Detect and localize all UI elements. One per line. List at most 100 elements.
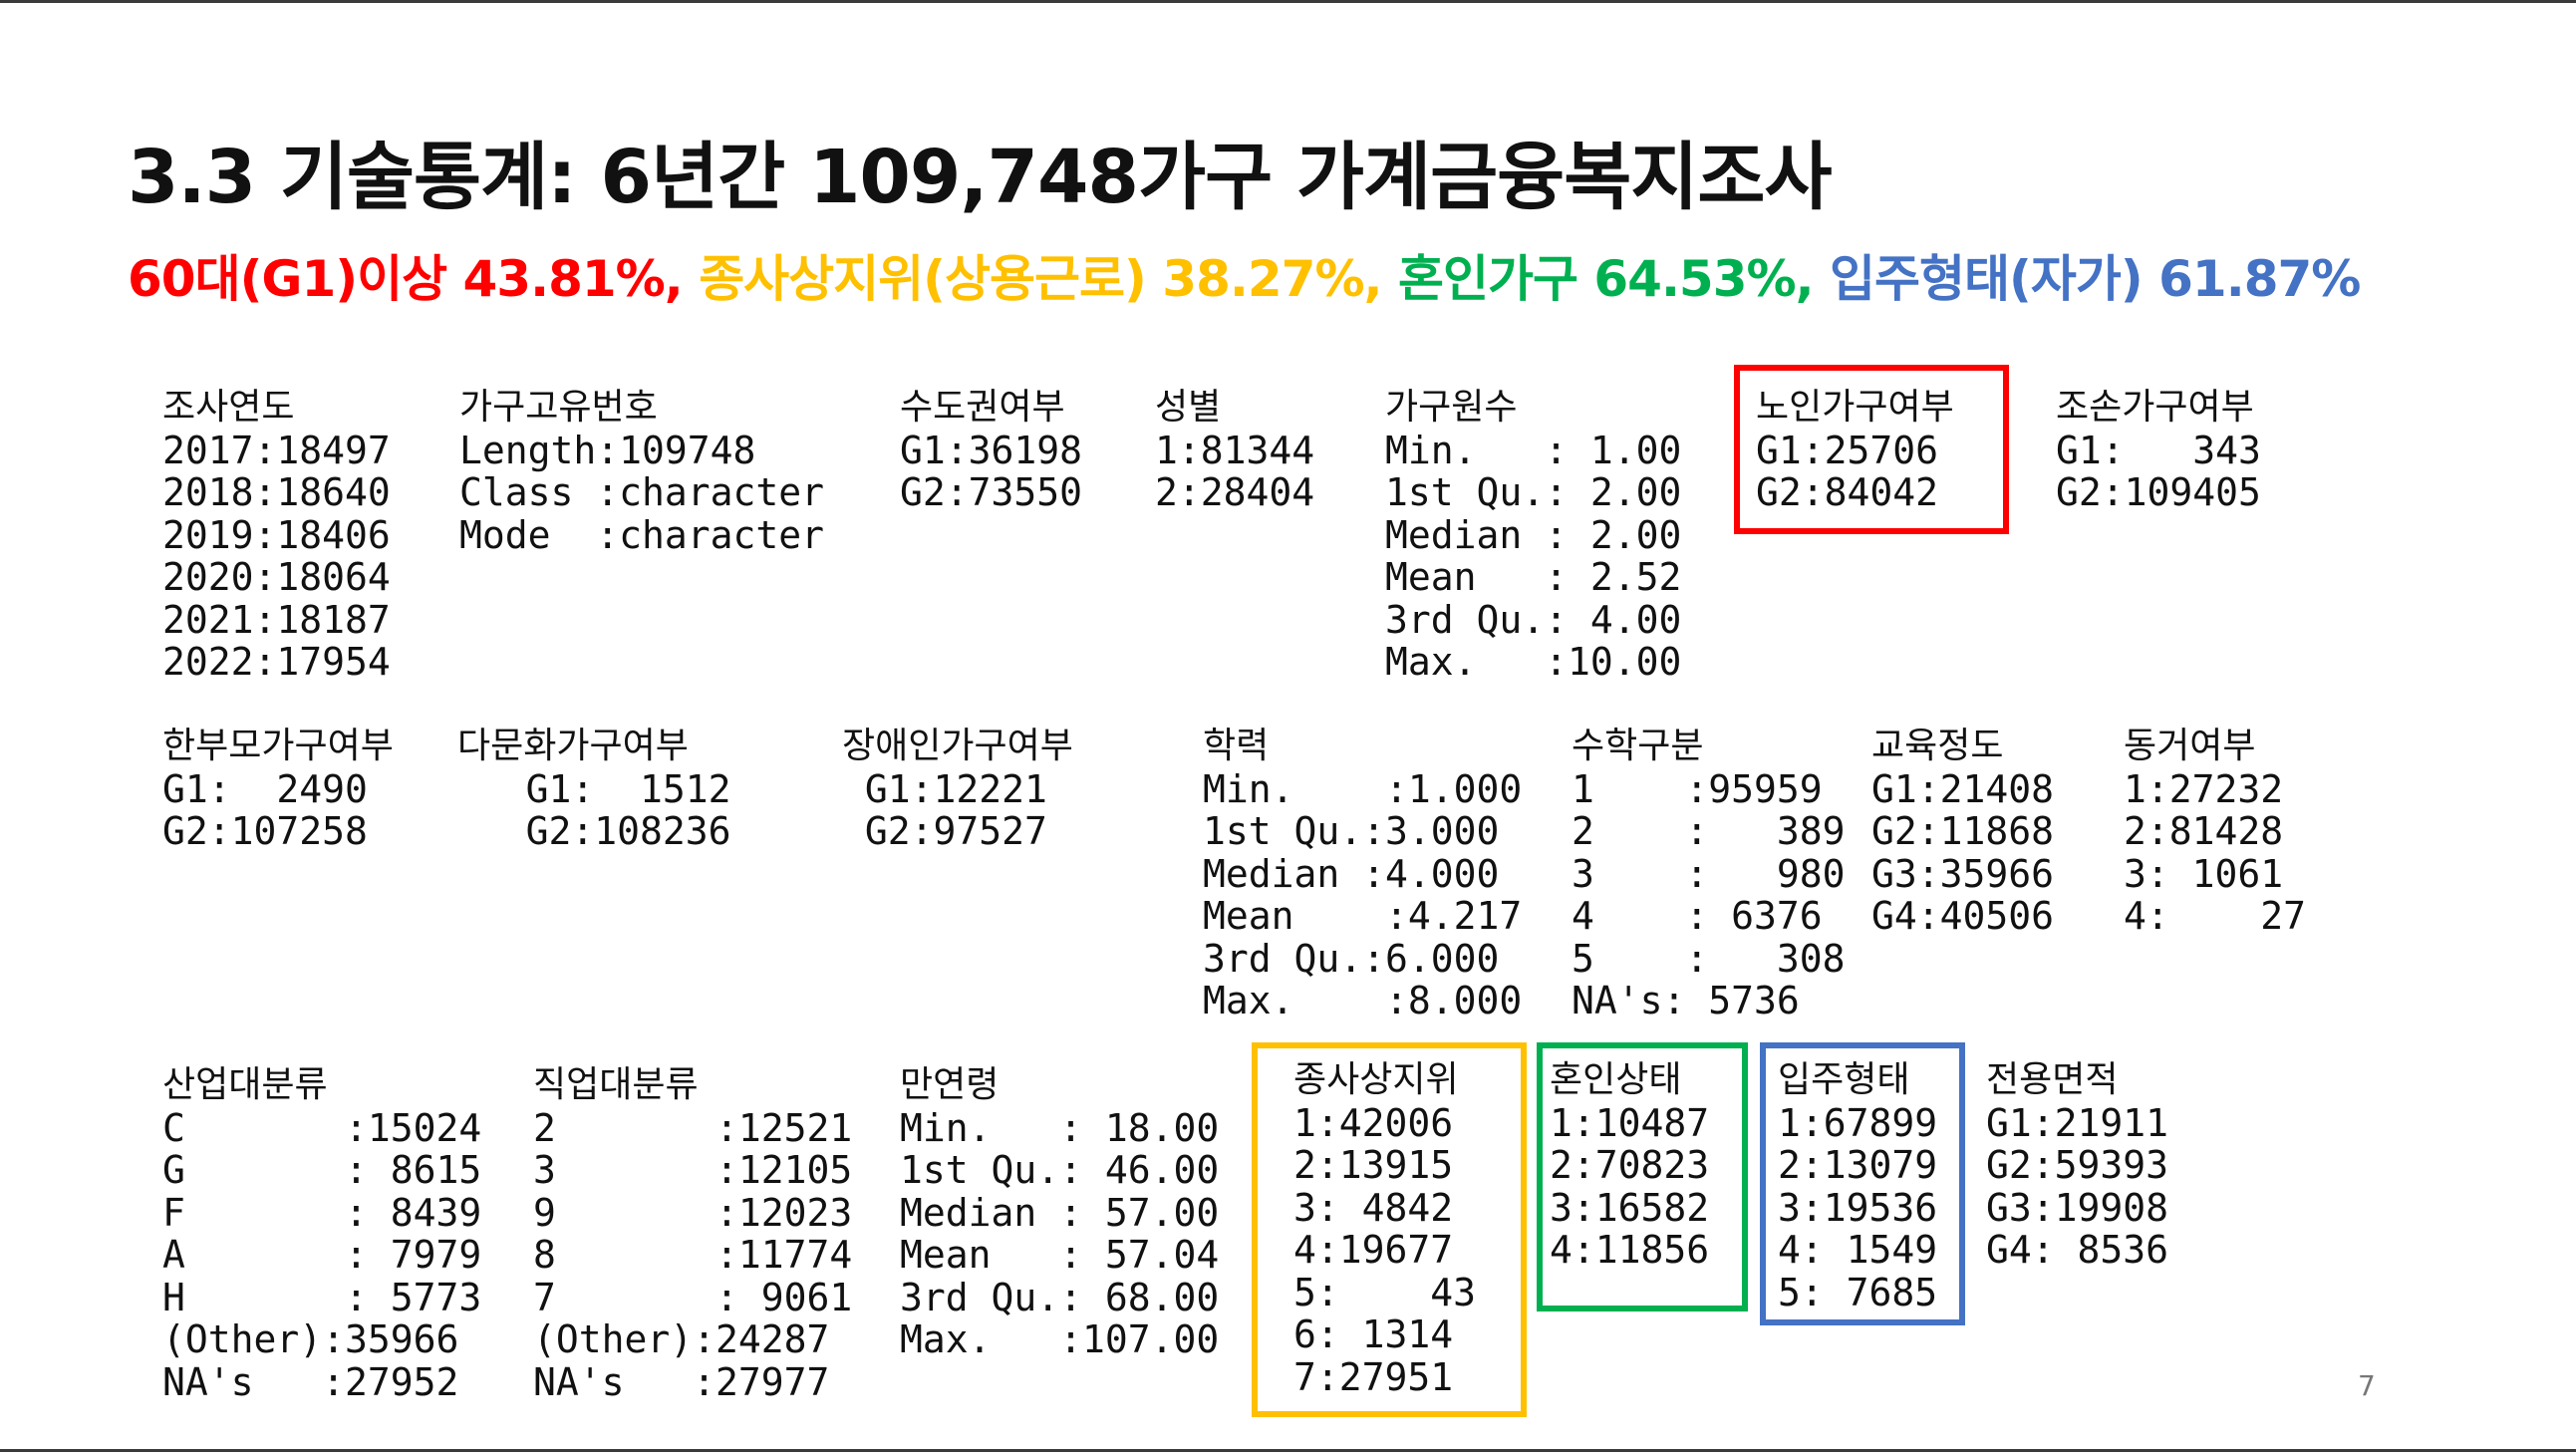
stat-line: 4: 1549	[1778, 1228, 1938, 1272]
stat-line: 3 : 980	[1572, 851, 1846, 896]
slide-title: 3.3 기술통계: 6년간 109,748가구 가계금융복지조사	[128, 135, 1833, 220]
stat-line: 2018:18640	[162, 470, 391, 514]
slide-subtitle: 60대(G1)이상 43.81%, 종사상지위(상용근로) 38.27%, 혼인…	[128, 239, 2361, 311]
stat-line: G2:84042	[1756, 470, 1939, 514]
stat-line: 2:70823	[1550, 1143, 1710, 1187]
top-rule	[0, 0, 2576, 3]
stat-line: 4: 27	[2124, 894, 2307, 938]
stat-line: 1st Qu.:3.000	[1203, 809, 1500, 853]
stat-line: 3: 1061	[2124, 851, 2284, 896]
stat-line: 2:13915	[1293, 1143, 1454, 1187]
stat-line: Median :4.000	[1203, 851, 1500, 896]
stat-block-household-size: 가구원수 Min. : 1.00 1st Qu.: 2.00 Median : 2.0…	[1385, 387, 1681, 684]
stat-line: G1: 343	[2056, 428, 2261, 472]
stat-line: NA's :27952	[162, 1359, 459, 1404]
stat-line: 7:27951	[1293, 1354, 1454, 1399]
stat-line: G3:35966	[1871, 851, 2055, 896]
stat-line: G1: 1512	[457, 766, 731, 811]
stat-line: 3 :12105	[533, 1148, 853, 1192]
stat-line: 2017:18497	[162, 428, 391, 472]
stat-line: G2:59393	[1986, 1143, 2169, 1187]
stat-line: Max. :10.00	[1385, 640, 1682, 684]
stat-line: 5 : 308	[1572, 936, 1846, 981]
marital-status-box	[1537, 1042, 1748, 1311]
stat-line: C :15024	[162, 1105, 482, 1150]
stat-line: Median : 2.00	[1385, 512, 1682, 557]
subtitle-segment: 종사상지위(상용근로) 38.27%,	[699, 250, 1398, 308]
stat-line: 4 : 6376	[1572, 894, 1823, 938]
stat-block-header: 장애인가구여부	[842, 726, 1073, 766]
stat-line: 2022:17954	[162, 640, 391, 684]
stat-line: 8 :11774	[533, 1233, 853, 1277]
stat-line: NA's :27977	[533, 1359, 830, 1404]
stat-block-header: 조손가구여부	[2056, 387, 2254, 428]
stat-line: Length:109748	[459, 428, 756, 472]
stat-line: H : 5773	[162, 1275, 482, 1319]
stat-line: 1:81344	[1155, 428, 1315, 472]
stat-block-industry: 산업대분류 C :15024 G : 8615 F : 8439 A : 7979 H :…	[162, 1064, 481, 1403]
stat-block-header: 수학구분	[1572, 726, 1704, 766]
stat-block-header: 종사상지위	[1293, 1059, 1459, 1100]
stat-line: G2:73550	[900, 470, 1083, 514]
stat-line: Mean : 2.52	[1385, 555, 1682, 599]
stat-block-header: 가구고유번호	[459, 387, 658, 428]
stat-block-header: 노인가구여부	[1756, 387, 1954, 428]
stat-line: G2:11868	[1871, 809, 2055, 853]
stat-line: 2019:18406	[162, 512, 391, 557]
stat-line: 3: 4842	[1293, 1185, 1454, 1230]
subtitle-segment: 혼인가구 64.53%,	[1397, 250, 1831, 308]
stat-line: G4: 8536	[1986, 1228, 2169, 1272]
stat-block-cohabitation: 동거여부 1:27232 2:81428 3: 1061 4: 27	[2124, 726, 2306, 938]
stat-line: (Other):35966	[162, 1317, 459, 1361]
stat-line: 2021:18187	[162, 597, 391, 642]
stat-line: 4:11856	[1550, 1228, 1710, 1272]
stat-block-household-id: 가구고유번호 Length:109748 Class :character Mode …	[459, 387, 824, 556]
stat-block-header: 다문화가구여부	[457, 726, 689, 766]
stat-block-education-level: 학력 Min. :1.000 1st Qu.:3.000 Median :4.000 M…	[1203, 726, 1522, 1022]
stat-block-elderly-household: 노인가구여부 G1:25706 G2:84042	[1756, 387, 1954, 514]
stat-block-header: 동거여부	[2124, 726, 2256, 766]
stat-line: F : 8439	[162, 1190, 482, 1235]
stat-line: G1: 2490	[162, 766, 368, 811]
stat-line: G2:108236	[457, 809, 731, 853]
stat-line: G1:12221	[842, 766, 1047, 811]
stat-block-header: 만연령	[900, 1064, 1000, 1105]
stat-block-multicultural: 다문화가구여부 G1: 1512 G2:108236	[457, 726, 731, 853]
stat-line: Class :character	[459, 470, 825, 514]
stat-line: 1:42006	[1293, 1100, 1454, 1145]
elderly-household-box	[1734, 365, 2009, 534]
stat-block-sex: 성별 1:81344 2:28404	[1155, 387, 1314, 514]
stat-block-education-group: 교육정도 G1:21408 G2:11868 G3:35966 G4:40506	[1871, 726, 2054, 938]
stat-line: Median : 57.00	[900, 1190, 1220, 1235]
stat-line: 2 :12521	[533, 1105, 853, 1150]
stat-block-header: 수도권여부	[900, 387, 1065, 428]
stat-line: 1:27232	[2124, 766, 2284, 811]
stat-line: 3:19536	[1778, 1185, 1938, 1230]
stat-line: 1:67899	[1778, 1100, 1938, 1145]
stat-line: G4:40506	[1871, 894, 2055, 938]
stat-line: G2:107258	[162, 809, 368, 853]
stat-block-header: 직업대분류	[533, 1064, 699, 1105]
subtitle-segment: 60대(G1)이상 43.81%,	[128, 250, 700, 308]
stat-line: Min. :1.000	[1203, 766, 1523, 811]
stat-line: 3:16582	[1550, 1185, 1710, 1230]
stat-block-capital-area: 수도권여부 G1:36198 G2:73550	[900, 387, 1082, 514]
stat-line: 5: 7685	[1778, 1270, 1938, 1314]
stat-line: 2:81428	[2124, 809, 2284, 853]
stat-line: 3rd Qu.:6.000	[1203, 936, 1500, 981]
page-number: 7	[2358, 1369, 2376, 1402]
employment-status-box	[1252, 1042, 1527, 1417]
stat-block-header: 학력	[1203, 726, 1270, 766]
stat-line: 2:13079	[1778, 1143, 1938, 1187]
housing-type-box	[1760, 1042, 1965, 1325]
stat-block-header: 입주형태	[1778, 1059, 1910, 1100]
stat-block-header: 산업대분류	[162, 1064, 328, 1105]
stat-block-header: 성별	[1155, 387, 1222, 428]
stat-line: Min. : 18.00	[900, 1105, 1220, 1150]
subtitle-segment: 입주형태(자가) 61.87%	[1830, 250, 2361, 308]
stat-line: 7 : 9061	[533, 1275, 853, 1319]
stat-line: NA's: 5736	[1572, 979, 1800, 1022]
stat-line: Mean :4.217	[1203, 894, 1523, 938]
stat-block-survey-year: 조사연도 2017:18497 2018:18640 2019:18406 2020:1…	[162, 387, 391, 684]
stat-line: 2020:18064	[162, 555, 391, 599]
